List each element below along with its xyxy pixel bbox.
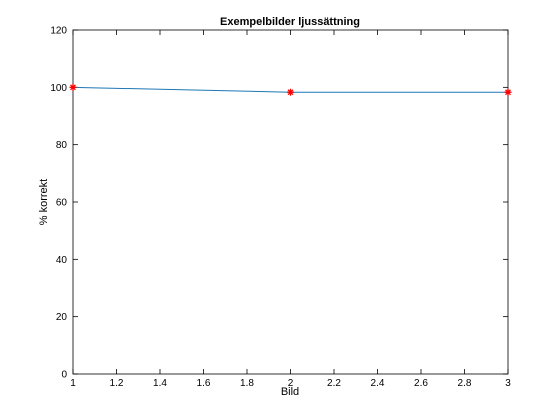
y-tick-label: 120 [50, 26, 67, 37]
data-point-marker [504, 88, 512, 96]
x-tick-label: 1.6 [197, 378, 211, 389]
chart-title: Exempelbilder ljussättning [220, 16, 360, 28]
x-tick-label: 2.2 [327, 378, 341, 389]
y-tick-label: 100 [50, 83, 67, 94]
x-tick-label: 1.2 [110, 378, 124, 389]
y-tick-label: 0 [61, 370, 67, 381]
x-tick-label: 2.4 [371, 378, 385, 389]
x-tick-label: 2 [288, 378, 294, 389]
x-axis-title: Bild [281, 386, 299, 398]
x-tick-label: 1.4 [153, 378, 167, 389]
y-tick-label: 20 [56, 312, 68, 323]
x-tick-label: 1.8 [240, 378, 254, 389]
x-tick-label: 1 [70, 378, 76, 389]
data-point-marker [287, 88, 294, 96]
x-tick-label: 2.8 [458, 378, 472, 389]
y-tick-label: 80 [56, 140, 68, 151]
x-tick-label: 3 [505, 378, 511, 389]
y-axis-title: % korrekt [38, 179, 50, 225]
y-tick-label: 40 [56, 255, 68, 266]
data-point-marker [69, 83, 77, 91]
plot-area: 1 1.2 1.4 1.6 1.8 2 2.2 2.4 2.6 2.8 3 0 20 40 60 80 100 1… [50, 26, 512, 389]
y-tick-label: 60 [56, 198, 68, 209]
x-tick-label: 2.6 [414, 378, 428, 389]
